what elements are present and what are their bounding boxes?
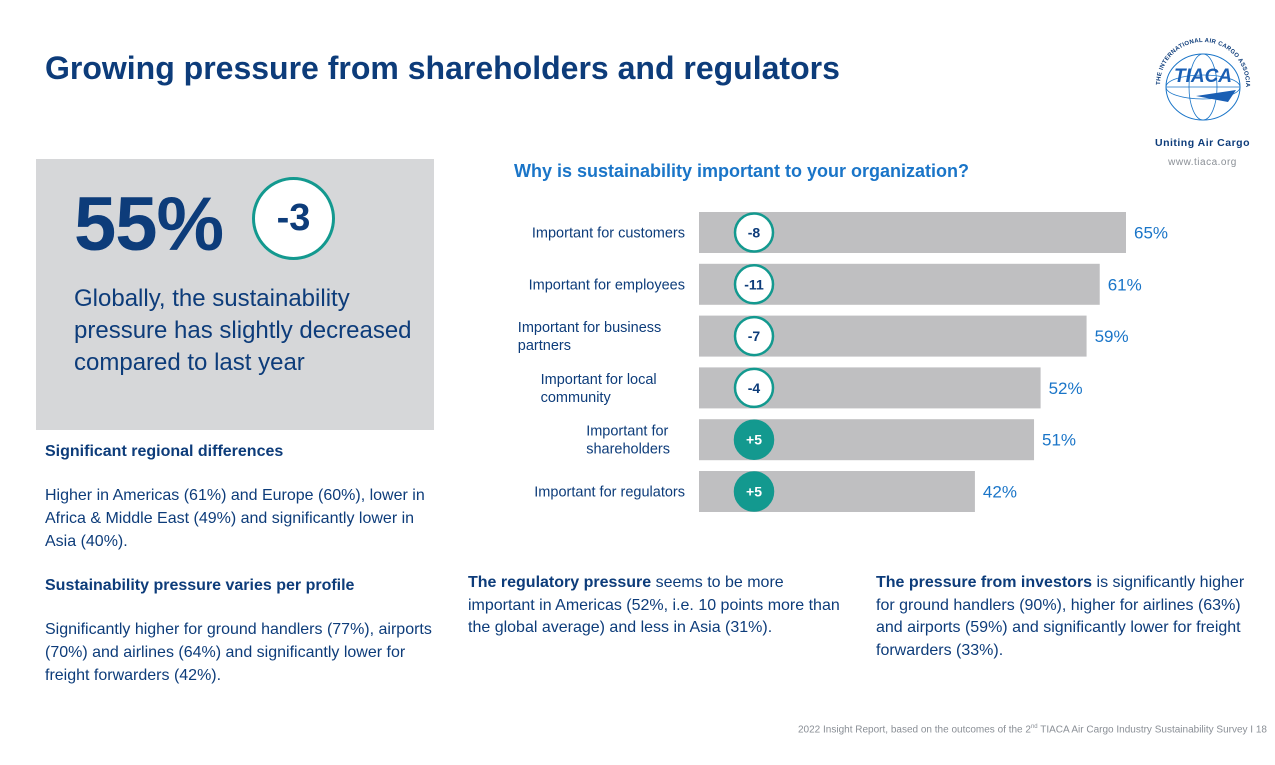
investors-note: The pressure from investors is significa… <box>876 572 1266 662</box>
tiaca-logo: THE INTERNATIONAL AIR CARGO ASSOCIATION … <box>1148 30 1250 121</box>
bar-value-label: 52% <box>1049 379 1083 398</box>
change-badge-label: +5 <box>746 484 762 500</box>
investors-note-heading: The pressure from investors <box>876 574 1093 591</box>
kpi-value: 55% <box>74 182 224 267</box>
kpi-description: Globally, the sustainability pressure ha… <box>74 285 412 376</box>
regional-section: Significant regional differences Higher … <box>45 440 440 553</box>
bar-value-label: 59% <box>1095 327 1129 346</box>
footer-sup: nd <box>1030 724 1038 730</box>
footer-text-before: 2022 Insight Report, based on the outcom… <box>798 724 1031 736</box>
kpi-panel: 55% -3 Globally, the sustainability pres… <box>36 159 434 430</box>
logo-tagline: Uniting Air Cargo <box>1154 137 1251 149</box>
category-label: Important for customers <box>532 226 685 242</box>
profile-heading: Sustainability pressure varies per profi… <box>45 577 355 594</box>
bar-value-label: 42% <box>983 483 1017 502</box>
regulatory-note-text: seems to be more important in Americas (… <box>468 574 840 636</box>
footer-text-after: TIACA Air Cargo Industry Sustainability … <box>1037 724 1267 736</box>
bar-value-label: 65% <box>1134 224 1168 243</box>
regulatory-note-heading: The regulatory pressure <box>468 574 652 591</box>
change-badge-label: -4 <box>748 380 761 396</box>
category-label: Important for local community <box>541 372 657 406</box>
regional-text: Higher in Americas (61%) and Europe (60%… <box>45 487 425 550</box>
website-link[interactable]: www.tiaca.org <box>1168 157 1237 168</box>
change-badge <box>733 212 775 253</box>
bar-value-label: 51% <box>1042 431 1076 450</box>
category-label: Important for regulators <box>534 485 685 501</box>
regional-heading: Significant regional differences <box>45 443 284 460</box>
page-title: Growing pressure from shareholders and r… <box>45 50 840 86</box>
change-badge <box>733 367 775 409</box>
change-badge-label: -7 <box>748 328 761 344</box>
investors-note-text: is significantly higher for ground handl… <box>876 574 1245 659</box>
footer-source: 2022 Insight Report, based on the outcom… <box>798 724 1267 735</box>
change-badge <box>733 419 775 460</box>
kpi-delta-badge: -3 <box>252 177 335 260</box>
change-badge <box>733 315 775 357</box>
change-badge-label: -8 <box>748 225 761 241</box>
category-label: Important for business partners <box>518 320 661 354</box>
change-badge-label: -11 <box>744 276 764 292</box>
profile-text: Significantly higher for ground handlers… <box>45 621 432 684</box>
chart-title: Why is sustainability important to your … <box>514 161 970 181</box>
logo-wordmark: TIACA <box>1174 66 1232 87</box>
category-label: Important for shareholders <box>586 424 670 458</box>
change-badge <box>733 264 775 305</box>
category-label: Important for employees <box>529 277 685 293</box>
change-badge <box>733 471 775 512</box>
change-badge-label: +5 <box>746 432 762 448</box>
bar-value-label: 61% <box>1108 275 1142 294</box>
regulatory-note: The regulatory pressure seems to be more… <box>468 572 853 640</box>
profile-section: Sustainability pressure varies per profi… <box>45 574 440 687</box>
